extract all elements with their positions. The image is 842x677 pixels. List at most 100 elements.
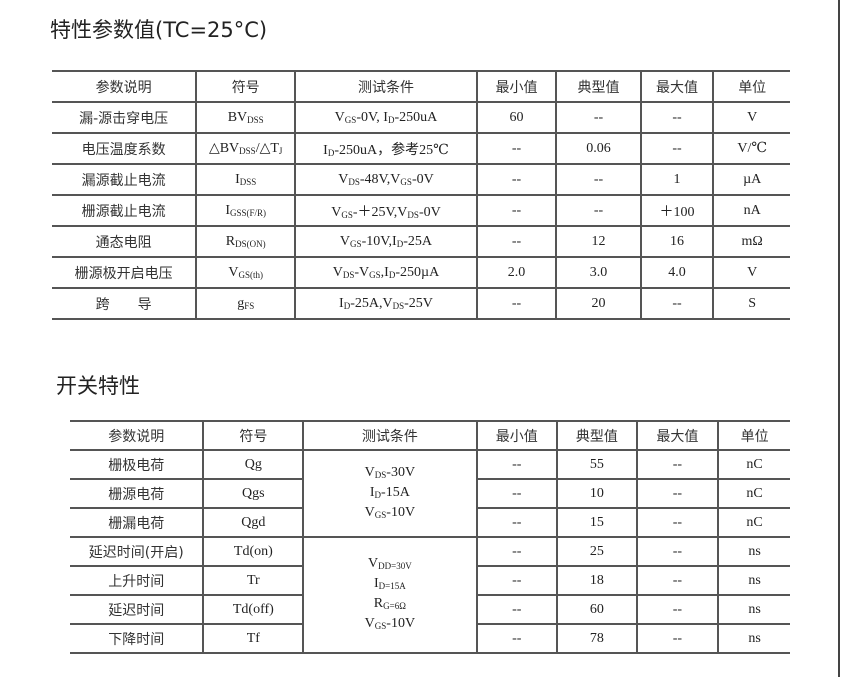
- symbol-cell: VGS(th): [195, 256, 296, 289]
- condition-cell: VDD=30V ID=15A RG=6Ω VGS-10V: [302, 536, 477, 654]
- subscript: GSS(F/R): [230, 207, 267, 218]
- typ-cell: 3.0: [555, 256, 641, 289]
- max-cell: --: [635, 623, 719, 654]
- subscript: GS: [374, 509, 387, 520]
- table-row: 下降时间 Tf -- 78 -- ns: [70, 623, 790, 654]
- param-cell: 栅漏电荷: [70, 507, 204, 538]
- subscript: DS: [392, 300, 405, 311]
- symbol-cell: Tr: [202, 565, 304, 596]
- max-cell: --: [635, 594, 719, 625]
- subscript: D: [388, 269, 396, 280]
- table-row: 栅漏电荷 Qgd -- 15 -- nC: [70, 507, 790, 538]
- typ-cell: 60: [556, 594, 637, 625]
- subscript: D: [387, 114, 395, 125]
- typ-cell: 20: [555, 287, 641, 320]
- table-row: 栅源截止电流 IGSS(F/R) VGS-＋25V,VDS-0V -- -- ＋100 nA: [52, 194, 790, 227]
- unit-cell: V: [712, 101, 790, 134]
- text-segment: /△T: [255, 141, 279, 156]
- text-segment: -250µA: [395, 264, 440, 280]
- max-cell: --: [635, 536, 719, 567]
- typ-cell: 12: [555, 225, 641, 258]
- condition-line: VDD=30V: [304, 555, 475, 575]
- text-segment: V: [364, 464, 375, 480]
- table-row: 通态电阻 RDS(ON) VGS-10V,ID-25A -- 12 16 mΩ: [52, 225, 790, 258]
- condition-cell: VGS-＋25V,VDS-0V: [294, 194, 477, 227]
- subscript: G=6Ω: [383, 601, 406, 611]
- max-cell: --: [635, 478, 719, 509]
- text-segment: -30V: [386, 464, 416, 480]
- typ-cell: 0.06: [555, 132, 641, 165]
- min-cell: --: [475, 132, 557, 165]
- table-row: 上升时间 Tr -- 18 -- ns: [70, 565, 790, 596]
- max-cell: --: [639, 101, 714, 134]
- typ-cell: 55: [556, 449, 637, 480]
- unit-cell: nA: [712, 194, 790, 227]
- unit-cell: ns: [717, 623, 790, 654]
- subscript: J: [278, 146, 283, 156]
- param-cell: 栅源截止电流: [52, 194, 197, 227]
- column-header: 最大值: [635, 420, 719, 451]
- symbol-cell: Qgs: [202, 478, 304, 509]
- min-cell: --: [475, 623, 558, 654]
- symbol-cell: IDSS: [195, 163, 296, 196]
- subscript: GS: [369, 269, 381, 280]
- text-segment: V: [338, 171, 349, 187]
- param-cell: 栅极电荷: [70, 449, 204, 480]
- text-segment: V: [334, 109, 345, 125]
- param-cell: 延迟时间: [70, 594, 204, 625]
- subscript: GS: [400, 176, 412, 187]
- text-segment: -15A: [381, 484, 410, 500]
- text-segment: g: [237, 295, 245, 311]
- min-cell: --: [475, 163, 557, 196]
- param-cell: 漏源截止电流: [52, 163, 197, 196]
- max-cell: --: [635, 449, 719, 480]
- unit-cell: nC: [717, 507, 790, 538]
- max-cell: 4.0: [639, 256, 714, 289]
- min-cell: --: [475, 225, 557, 258]
- param-cell: 电压温度系数: [52, 132, 197, 165]
- min-cell: --: [475, 565, 558, 596]
- column-header: 最大值: [639, 70, 714, 103]
- min-cell: --: [475, 536, 558, 567]
- subscript: FS: [244, 300, 255, 311]
- subscript: D: [374, 489, 382, 500]
- typ-cell: 10: [556, 478, 637, 509]
- condition-line: ID=15A: [304, 575, 475, 595]
- text-segment: V: [228, 264, 239, 280]
- text-segment: R: [373, 596, 384, 611]
- table-row: 延迟时间 Td(off) -- 60 -- ns: [70, 594, 790, 625]
- min-cell: --: [475, 287, 557, 320]
- table-row: 跨 导 gFS ID-25A,VDS-25V -- 20 -- S: [52, 287, 790, 320]
- text-segment: -25V: [404, 295, 433, 311]
- max-cell: --: [635, 507, 719, 538]
- unit-cell: ns: [717, 536, 790, 567]
- subscript: D=15A: [378, 581, 406, 591]
- subscript: GS(th): [238, 269, 264, 280]
- column-header: 单位: [717, 420, 790, 451]
- column-header: 典型值: [556, 420, 637, 451]
- section-title-characteristics: 特性参数值(TC=25°C): [50, 18, 268, 42]
- param-cell: 延迟时间(开启): [70, 536, 204, 567]
- param-cell: 跨 导: [52, 287, 197, 320]
- unit-cell: nC: [717, 478, 790, 509]
- condition-line: ID-15A: [304, 484, 475, 504]
- switching-table: 参数说明 符号 测试条件 最小值 典型值 最大值 单位 栅极电荷 Qg VDS-30V ID-15A…: [70, 420, 790, 654]
- unit-cell: V: [712, 256, 790, 289]
- text-segment: V: [364, 504, 375, 520]
- subscript: DS: [342, 269, 355, 280]
- min-cell: 60: [475, 101, 557, 134]
- min-cell: --: [475, 507, 558, 538]
- header-row: 参数说明 符号 测试条件 最小值 典型值 最大值 单位: [52, 70, 790, 103]
- typ-cell: --: [555, 163, 641, 196]
- section-title-switching: 开关特性: [56, 374, 140, 398]
- symbol-cell: Qgd: [202, 507, 304, 538]
- text-segment: -250uA: [394, 109, 438, 125]
- text-segment: -25A,V: [350, 295, 393, 311]
- max-cell: ＋100: [639, 194, 714, 227]
- table-row: 栅极电荷 Qg VDS-30V ID-15A VGS-10V -- 55 -- nC: [70, 449, 790, 538]
- table-row: 延迟时间(开启) Td(on) VDD=30V ID=15A RG=6Ω VGS-10V -…: [70, 536, 790, 654]
- column-header: 符号: [202, 420, 304, 451]
- condition-cell: VGS-0V, ID-250uA: [294, 101, 477, 134]
- param-cell: 漏-源击穿电压: [52, 101, 197, 134]
- unit-cell: mΩ: [712, 225, 790, 258]
